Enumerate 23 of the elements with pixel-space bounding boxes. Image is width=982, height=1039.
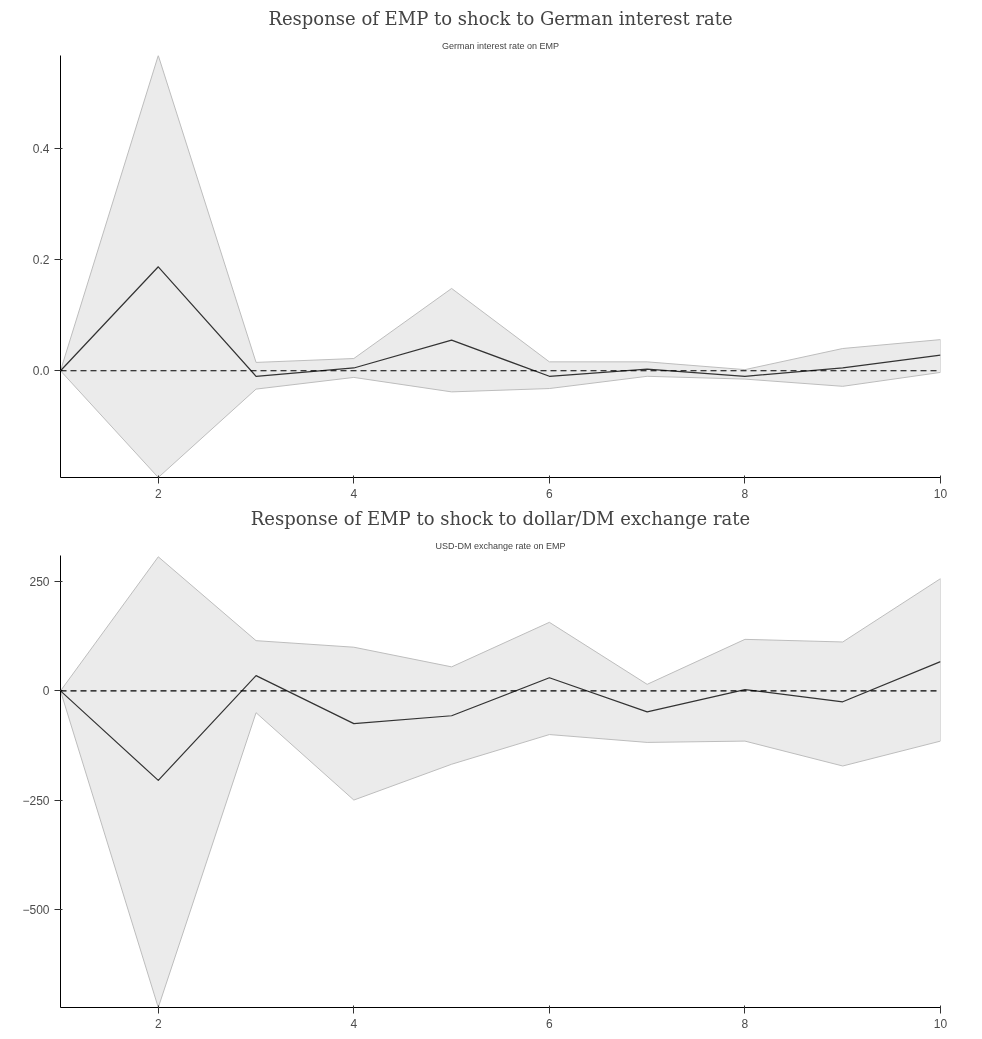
x-tick-label: 8: [741, 1016, 749, 1031]
y-tick-label: 0: [42, 684, 50, 699]
chart-title: Response of EMP to shock to dollar/DM exchange rate: [250, 507, 751, 529]
x-tick-label: 2: [154, 486, 162, 501]
x-tick-label: 2: [154, 1016, 162, 1031]
x-tick-label: 10: [933, 486, 948, 501]
x-tick-label: 8: [741, 486, 749, 501]
x-tick-label: 6: [546, 486, 554, 501]
x-tick-label: 10: [933, 1016, 948, 1031]
y-tick-label: 0.0: [32, 364, 50, 379]
x-tick-label: 4: [350, 486, 358, 501]
chart-subtitle: USD-DM exchange rate on EMP: [435, 540, 566, 551]
chart-title: Response of EMP to shock to German interest rate: [268, 7, 733, 29]
y-tick-label: −250: [22, 793, 50, 808]
chart-subtitle: German interest rate on EMP: [441, 40, 560, 51]
x-tick-label: 6: [546, 1016, 554, 1031]
y-tick-label: 0.4: [32, 141, 50, 156]
y-tick-label: −500: [22, 902, 50, 917]
y-tick-label: 250: [29, 575, 50, 590]
line-series: [60, 661, 941, 782]
x-tick-label: 4: [350, 1016, 358, 1031]
y-tick-label: 0.2: [32, 253, 50, 268]
line-series: [60, 266, 941, 377]
